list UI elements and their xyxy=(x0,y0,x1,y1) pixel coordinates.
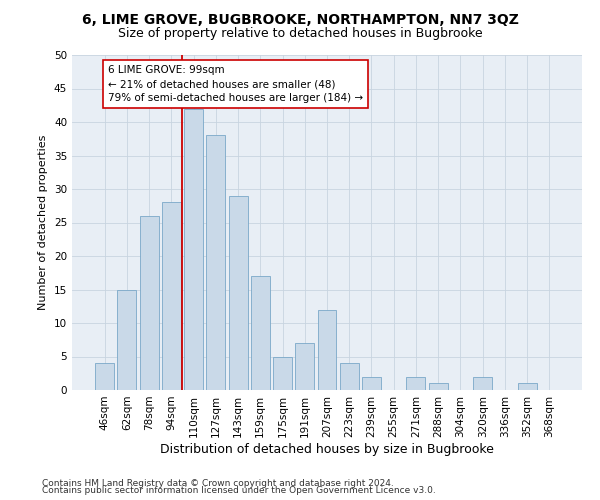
Bar xyxy=(118,290,136,390)
Bar xyxy=(229,196,248,390)
Bar xyxy=(184,108,203,390)
Bar xyxy=(473,376,492,390)
Bar xyxy=(362,376,381,390)
Text: Size of property relative to detached houses in Bugbrooke: Size of property relative to detached ho… xyxy=(118,28,482,40)
Bar xyxy=(162,202,181,390)
Bar xyxy=(273,356,292,390)
Bar xyxy=(317,310,337,390)
Bar xyxy=(406,376,425,390)
Text: Contains HM Land Registry data © Crown copyright and database right 2024.: Contains HM Land Registry data © Crown c… xyxy=(42,478,394,488)
Bar xyxy=(95,363,114,390)
Text: 6 LIME GROVE: 99sqm
← 21% of detached houses are smaller (48)
79% of semi-detach: 6 LIME GROVE: 99sqm ← 21% of detached ho… xyxy=(108,65,363,103)
Bar xyxy=(518,384,536,390)
Text: Contains public sector information licensed under the Open Government Licence v3: Contains public sector information licen… xyxy=(42,486,436,495)
X-axis label: Distribution of detached houses by size in Bugbrooke: Distribution of detached houses by size … xyxy=(160,442,494,456)
Y-axis label: Number of detached properties: Number of detached properties xyxy=(38,135,49,310)
Bar xyxy=(251,276,270,390)
Bar xyxy=(340,363,359,390)
Bar xyxy=(295,343,314,390)
Bar xyxy=(206,136,225,390)
Bar xyxy=(429,384,448,390)
Text: 6, LIME GROVE, BUGBROOKE, NORTHAMPTON, NN7 3QZ: 6, LIME GROVE, BUGBROOKE, NORTHAMPTON, N… xyxy=(82,12,518,26)
Bar xyxy=(140,216,158,390)
